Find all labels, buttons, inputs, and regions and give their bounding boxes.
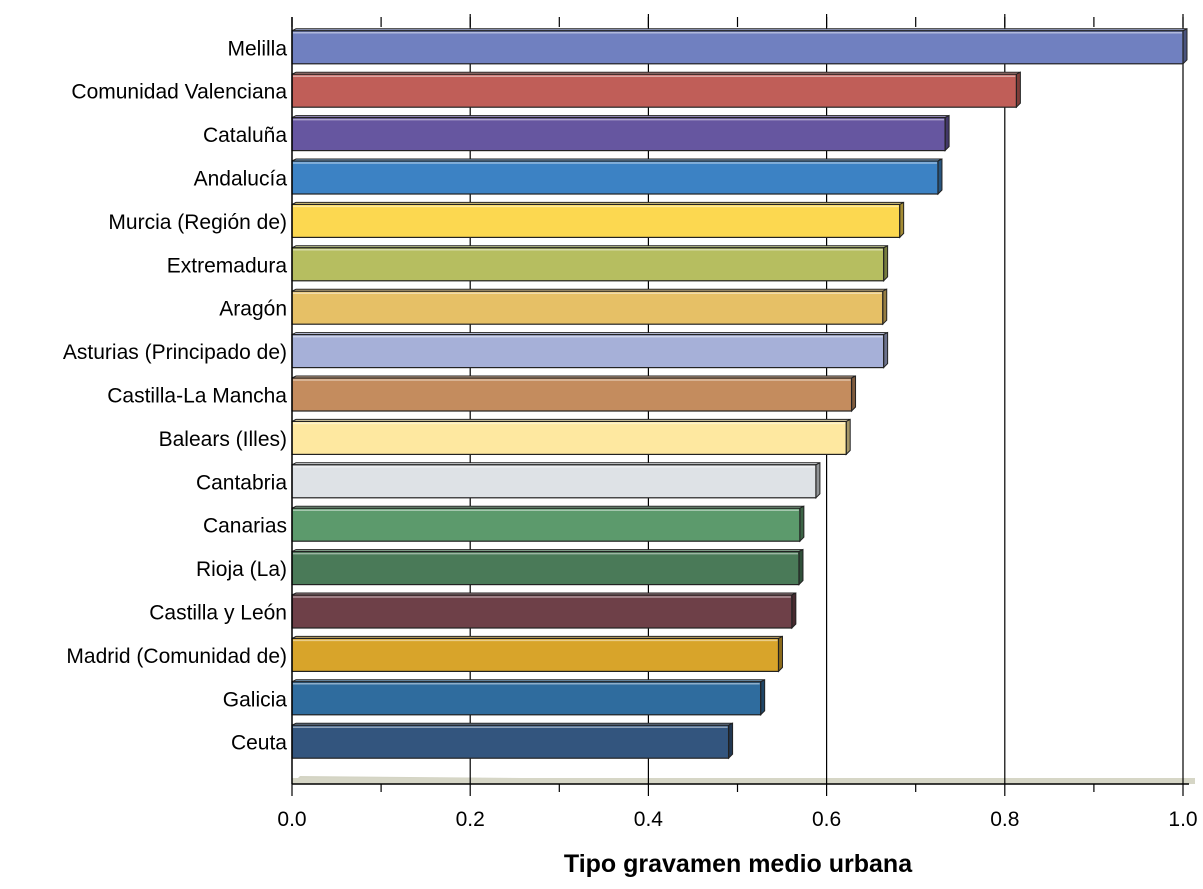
category-label: Andalucía [194, 168, 288, 191]
x-tick-label: 0.8 [990, 808, 1019, 831]
category-label: Extremadura [167, 254, 288, 277]
bar [291, 288, 888, 326]
bar [291, 505, 805, 543]
bar-front-face [291, 160, 939, 195]
bar-side-face [777, 635, 783, 673]
category-label: Galicia [223, 688, 288, 711]
bar [291, 158, 943, 196]
bar [291, 418, 851, 456]
bar-front-face [291, 420, 847, 455]
category-label: Melilla [227, 37, 287, 60]
bar-front-face [291, 377, 853, 412]
x-tick-label: 0.0 [277, 808, 306, 831]
bar [291, 201, 905, 239]
category-label: Cantabria [196, 471, 287, 494]
bar-front-face [291, 681, 762, 716]
bar-front-face [291, 247, 885, 282]
bar-front-face [291, 290, 884, 325]
bar [291, 244, 889, 283]
bar-front-face [291, 550, 800, 586]
bar [291, 375, 857, 413]
axes-layer: Melilla Comunidad Valenciana Cataluña Andal… [63, 17, 1198, 831]
bar [291, 71, 1021, 109]
bar [291, 114, 950, 152]
x-tick-label: 0.2 [456, 808, 485, 831]
category-label: Aragón [219, 298, 287, 321]
category-label: Castilla-La Mancha [107, 385, 287, 408]
x-axis-title: Tipo gravamen medio urbana [564, 850, 913, 878]
bar-front-face [291, 30, 1184, 65]
bar [291, 635, 783, 673]
bar-front-face [291, 116, 946, 152]
x-tick-label: 0.4 [634, 808, 664, 831]
category-label: Ceuta [231, 732, 287, 755]
bar [291, 27, 1188, 66]
bar [291, 548, 804, 586]
bar [291, 331, 889, 369]
bar-front-face [291, 507, 801, 542]
bar [291, 592, 797, 630]
category-label: Madrid (Comunidad de) [66, 645, 287, 668]
bar-side-face [728, 722, 734, 760]
bar-front-face [291, 203, 901, 238]
category-label: Castilla y León [149, 602, 287, 625]
category-label: Murcia (Región de) [108, 211, 287, 234]
x-tick-label: 0.6 [812, 808, 841, 831]
category-label: Comunidad Valenciana [71, 81, 287, 104]
bar-front-face [291, 334, 885, 369]
category-label: Canarias [203, 515, 287, 538]
bar-front-face [291, 73, 1017, 108]
bar [291, 461, 821, 500]
bars-layer [291, 27, 1188, 760]
bar-front-face [291, 594, 793, 629]
category-label: Rioja (La) [196, 558, 287, 581]
bar-front-face [291, 464, 817, 499]
bar-front-face [291, 637, 780, 673]
x-tick-label: 1.0 [1168, 808, 1197, 831]
category-label: Asturias (Principado de) [63, 341, 287, 364]
bar-front-face [291, 724, 730, 759]
bar [291, 722, 734, 760]
plot-floor-strip [292, 778, 1195, 784]
bar [291, 678, 766, 717]
category-label: Cataluña [203, 124, 287, 147]
category-label: Balears (Illes) [159, 428, 287, 451]
